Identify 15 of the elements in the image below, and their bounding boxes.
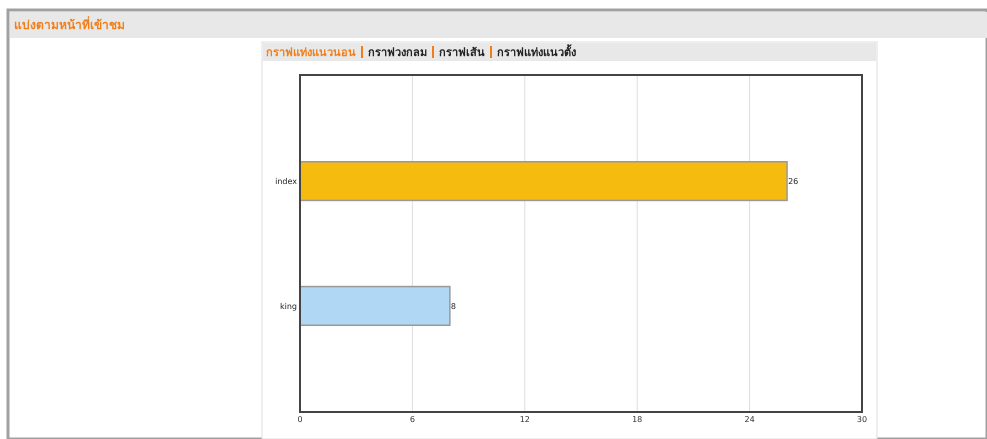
x-tick-label: 12 (520, 415, 530, 424)
x-tick-label: 18 (632, 415, 642, 424)
y-tick-label: king (280, 302, 297, 311)
text: กราฟวงกลม (368, 46, 427, 59)
text: กราฟเส้น (439, 46, 485, 59)
x-tick-label: 24 (744, 415, 755, 424)
x-tick-label: 0 (297, 415, 303, 424)
y-tick-label: index (275, 177, 298, 186)
x-tick-label: 30 (856, 415, 868, 424)
data-label: 26 (788, 177, 798, 186)
x-tick-label: 6 (410, 415, 415, 424)
data-label: 8 (450, 302, 456, 311)
text: กราฟแท่งแนวตั้ง (497, 44, 576, 59)
text: กราฟแท่งแนวนอน (266, 46, 356, 59)
text: แบ่งตามหน้าที่เข้าชม (14, 16, 125, 32)
